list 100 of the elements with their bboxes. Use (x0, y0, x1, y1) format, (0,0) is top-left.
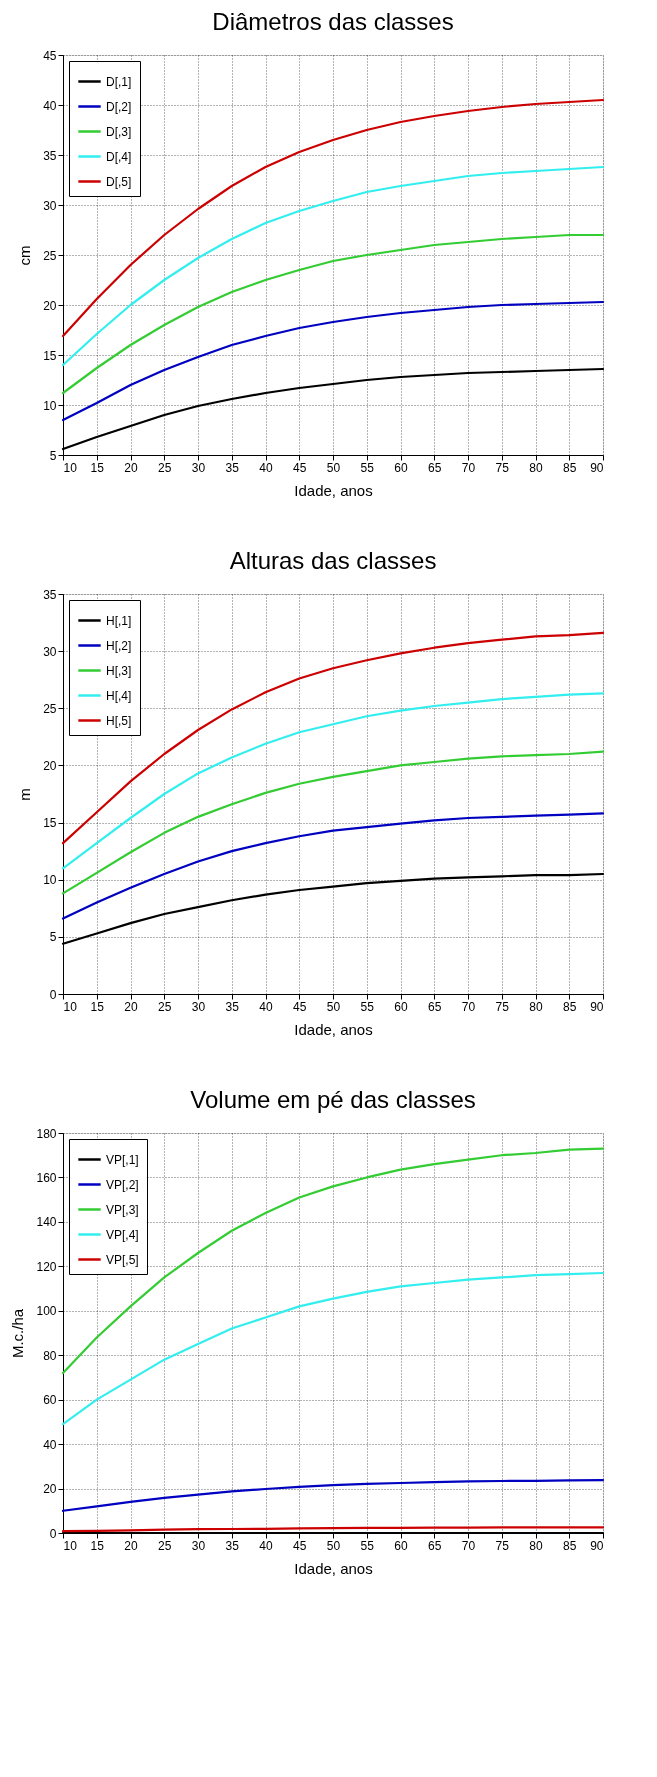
chart-title: Volume em pé das classes (190, 1086, 476, 1113)
x-tick-label: 30 (191, 999, 206, 1014)
x-tick-label: 20 (124, 1538, 138, 1553)
x-axis-title: Idade, anos (294, 1020, 373, 1038)
y-tick-label: 180 (36, 1126, 57, 1141)
legend-label: H[,4] (106, 688, 132, 703)
x-tick-label: 45 (293, 460, 307, 475)
y-tick-label: 20 (43, 1482, 57, 1497)
x-tick-label: 65 (428, 999, 442, 1014)
x-tick-label: 65 (428, 1538, 442, 1553)
line-series (61, 1271, 605, 1426)
line-series (61, 1479, 605, 1512)
x-tick-label: 80 (529, 460, 543, 475)
y-tick-label: 30 (43, 644, 57, 659)
x-tick-label: 40 (259, 1538, 273, 1553)
x-tick-label: 15 (90, 460, 105, 475)
x-tick-label: 15 (90, 1538, 105, 1553)
line-series (61, 300, 605, 422)
x-tick-label: 25 (158, 1538, 172, 1553)
line-series (61, 233, 605, 395)
x-tick-label: 45 (293, 999, 307, 1014)
line-series (61, 692, 605, 870)
x-axis-title: Idade, anos (294, 481, 373, 499)
y-tick-label: 10 (43, 398, 57, 413)
x-tick-label: 70 (461, 999, 476, 1014)
x-tick-label: 90 (590, 460, 604, 475)
legend-label: D[,2] (106, 99, 132, 114)
x-tick-label: 15 (90, 999, 105, 1014)
y-tick-label: 60 (43, 1393, 57, 1408)
x-tick-label: 75 (495, 999, 510, 1014)
y-tick-label: 0 (49, 987, 57, 1002)
x-tick-label: 45 (293, 1538, 307, 1553)
x-tick-label: 30 (191, 1538, 206, 1553)
legend-label: H[,3] (106, 663, 132, 678)
legend-label: D[,3] (106, 124, 132, 139)
line-series (61, 631, 605, 845)
x-tick-label: 85 (563, 1538, 577, 1553)
x-tick-label: 75 (495, 1538, 510, 1553)
legend-label: VP[,3] (106, 1202, 139, 1217)
x-tick-label: 60 (394, 999, 408, 1014)
y-tick-label: 35 (43, 148, 57, 163)
y-tick-label: 160 (36, 1170, 57, 1185)
y-tick-label: 20 (43, 758, 57, 773)
x-tick-label: 20 (124, 460, 138, 475)
y-tick-label: 25 (43, 248, 57, 263)
chart-title: Alturas das classes (229, 547, 437, 574)
y-tick-label: 25 (43, 701, 57, 716)
legend-label: D[,4] (106, 149, 132, 164)
x-tick-label: 55 (360, 460, 375, 475)
y-tick-label: 35 (43, 587, 57, 602)
y-tick-label: 30 (43, 198, 57, 213)
y-axis-title: M.c./ha (9, 1308, 27, 1359)
y-tick-label: 120 (36, 1259, 57, 1274)
x-tick-label: 40 (259, 999, 273, 1014)
y-tick-label: 140 (36, 1215, 57, 1230)
legend-label: H[,1] (106, 613, 132, 628)
legend-label: H[,5] (106, 713, 132, 728)
x-axis-title: Idade, anos (294, 1559, 373, 1577)
y-tick-label: 100 (36, 1304, 57, 1319)
x-tick-label: 80 (529, 1538, 543, 1553)
x-tick-label: 60 (394, 460, 408, 475)
y-tick-label: 15 (43, 816, 57, 831)
chart-title: Diâmetros das classes (212, 8, 454, 35)
x-tick-label: 50 (326, 460, 341, 475)
y-tick-label: 0 (49, 1526, 57, 1541)
x-tick-label: 60 (394, 1538, 408, 1553)
y-axis-title: cm (16, 245, 34, 266)
y-tick-label: 5 (49, 930, 57, 945)
y-tick-label: 15 (43, 348, 57, 363)
line-series (61, 750, 605, 895)
x-tick-label: 20 (124, 999, 138, 1014)
legend-label: D[,1] (106, 74, 132, 89)
legend-label: VP[,4] (106, 1227, 139, 1242)
x-tick-label: 80 (529, 999, 543, 1014)
y-tick-label: 40 (43, 98, 57, 113)
line-series (61, 98, 605, 338)
legend-label: VP[,1] (106, 1152, 139, 1167)
x-tick-label: 90 (590, 1538, 604, 1553)
x-tick-label: 65 (428, 460, 442, 475)
legend-label: VP[,5] (106, 1252, 139, 1267)
x-tick-label: 85 (563, 460, 577, 475)
x-tick-label: 25 (158, 460, 172, 475)
x-tick-label: 10 (63, 999, 78, 1014)
line-series (61, 1147, 605, 1375)
legend-label: VP[,2] (106, 1177, 139, 1192)
x-tick-label: 90 (590, 999, 604, 1014)
x-tick-label: 35 (225, 460, 240, 475)
x-tick-label: 75 (495, 460, 510, 475)
x-tick-label: 85 (563, 999, 577, 1014)
y-tick-label: 20 (43, 298, 57, 313)
y-tick-label: 10 (43, 873, 57, 888)
line-series (61, 812, 605, 920)
y-tick-label: 45 (43, 48, 57, 63)
x-tick-label: 25 (158, 999, 172, 1014)
legend-label: H[,2] (106, 638, 132, 653)
y-tick-label: 40 (43, 1437, 57, 1452)
x-tick-label: 35 (225, 1538, 240, 1553)
x-tick-label: 30 (191, 460, 206, 475)
x-tick-label: 55 (360, 1538, 375, 1553)
x-tick-label: 70 (461, 460, 476, 475)
